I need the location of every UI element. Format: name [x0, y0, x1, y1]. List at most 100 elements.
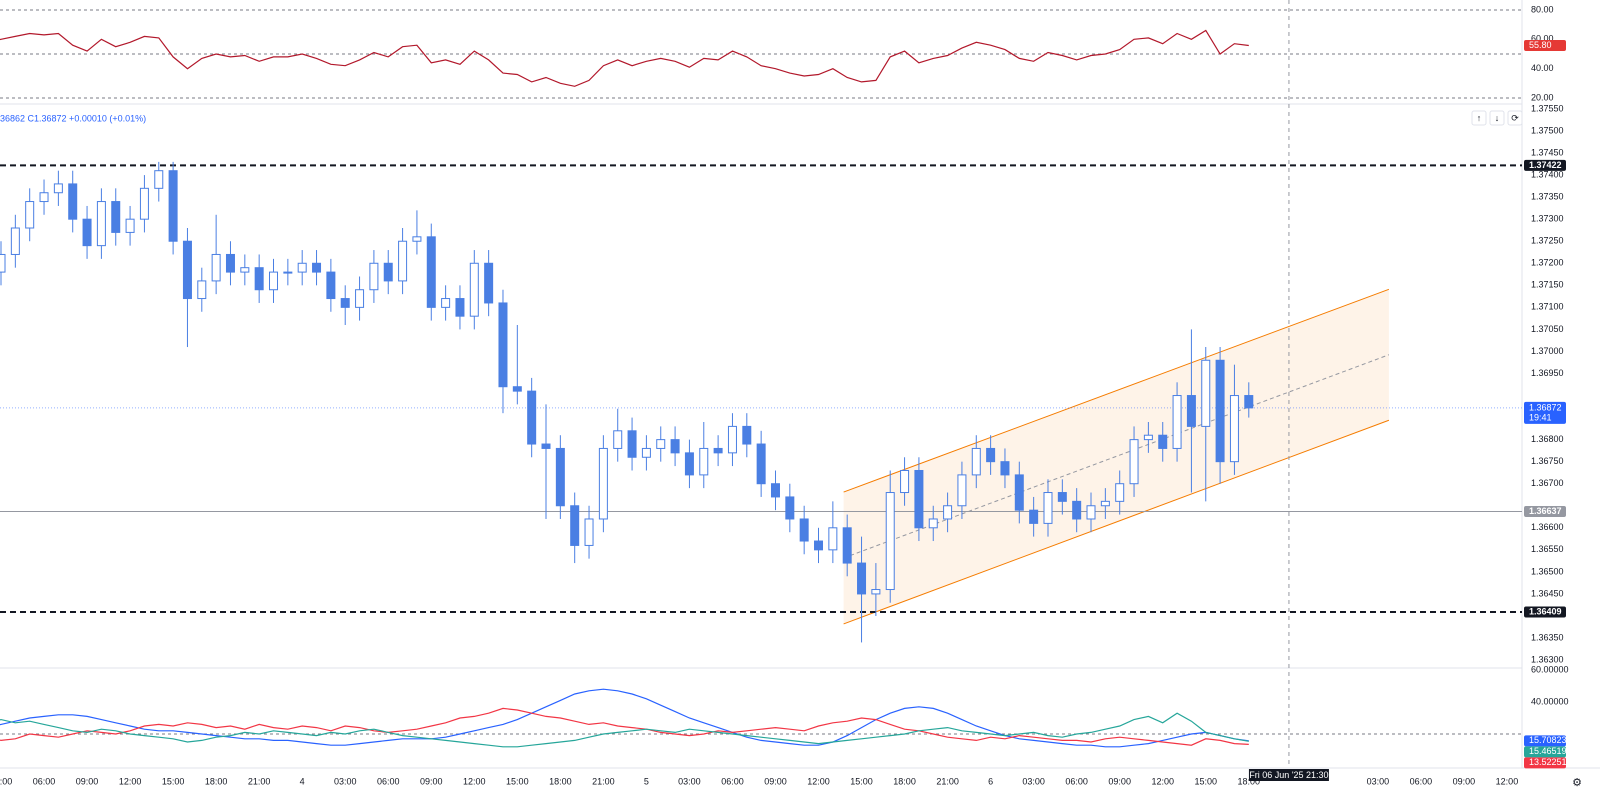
- button[interactable]: [1471, 110, 1487, 126]
- price-label: 13.52251: [1529, 757, 1567, 767]
- candle-body: [1043, 492, 1053, 524]
- x-tick-label: 06:00: [33, 776, 56, 786]
- x-tick-label: 18:00: [549, 776, 572, 786]
- candle-body: [1143, 434, 1153, 441]
- candle-body: [957, 474, 967, 507]
- candle-body: [197, 280, 207, 300]
- candle-body: [986, 447, 996, 463]
- y-tick-label: 1.36450: [1531, 588, 1564, 598]
- x-tick-label: 4: [300, 776, 305, 786]
- y-tick-label: 1.36800: [1531, 434, 1564, 444]
- y-tick-label: 1.37050: [1531, 324, 1564, 334]
- candle-body: [182, 240, 192, 300]
- candle-body: [10, 227, 20, 255]
- candle-body: [1072, 500, 1082, 520]
- x-tick-label: 03:00: [334, 776, 357, 786]
- candle-body: [512, 386, 522, 392]
- x-tick-label: 03:00: [1022, 776, 1045, 786]
- candle-body: [742, 425, 752, 445]
- candle-body: [1215, 359, 1225, 463]
- y-tick-label: 1.37200: [1531, 258, 1564, 268]
- candle-body: [1057, 492, 1067, 502]
- x-tick-label: 06:00: [377, 776, 400, 786]
- candle-body: [1172, 395, 1182, 449]
- candle-body: [240, 267, 250, 273]
- candle-body: [656, 439, 666, 449]
- level-label: 1.36409: [1529, 606, 1562, 616]
- y-tick-label: 80.00: [1531, 4, 1554, 14]
- candle-body: [598, 447, 608, 520]
- channel-line: [843, 288, 1390, 493]
- candle-body: [312, 262, 322, 273]
- price-label-box: [1524, 757, 1566, 769]
- level-label-box: [1524, 505, 1566, 517]
- candle-body: [297, 262, 307, 273]
- candle-body: [1115, 483, 1125, 502]
- candle-body: [541, 443, 551, 449]
- candle-body: [928, 518, 938, 529]
- x-tick-label: 06:00: [721, 776, 744, 786]
- button-label[interactable]: ↑: [1477, 113, 1482, 123]
- candle-body: [111, 201, 121, 233]
- candle-body: [1201, 359, 1211, 427]
- candle-body: [125, 218, 135, 233]
- crosshair-box: [1248, 769, 1329, 781]
- candle-body: [326, 271, 336, 300]
- candle-body: [1158, 434, 1168, 449]
- y-tick-label: 1.37450: [1531, 147, 1564, 157]
- x-tick-label: 12:00: [1151, 776, 1174, 786]
- y-tick-label: 1.37500: [1531, 125, 1564, 135]
- candle-body: [641, 447, 651, 458]
- candle-body: [943, 505, 953, 520]
- candle-body: [254, 267, 264, 291]
- candle-body: [96, 201, 106, 247]
- candle-body: [627, 430, 637, 458]
- candle-body: [613, 430, 623, 449]
- candle-body: [1244, 395, 1254, 409]
- x-tick-label: 18:00: [1238, 776, 1261, 786]
- candle-body: [699, 447, 709, 476]
- candle-body: [713, 447, 723, 454]
- level-label-box: [1524, 606, 1566, 618]
- candle-body: [770, 483, 780, 498]
- candle-body: [39, 192, 49, 203]
- indicator-line: [0, 29, 1249, 87]
- x-tick-label: 21:00: [248, 776, 271, 786]
- x-tick-label: 18:00: [893, 776, 916, 786]
- y-tick-label: 1.36700: [1531, 478, 1564, 488]
- y-tick-label: 20.00: [1531, 92, 1554, 102]
- y-tick-label: 1.37000: [1531, 346, 1564, 356]
- y-tick-label: 40.00: [1531, 63, 1554, 73]
- candle-body: [670, 439, 680, 454]
- legend: 36862 C1.36872 +0.00010 (+0.01%): [0, 113, 146, 123]
- button[interactable]: [1489, 110, 1505, 126]
- candle-body: [340, 298, 350, 308]
- x-tick-label: 03:00: [678, 776, 701, 786]
- button[interactable]: [1507, 110, 1523, 126]
- x-tick-label: 12:00: [463, 776, 486, 786]
- y-tick-label: 40.00000: [1531, 696, 1569, 706]
- candle-body: [469, 262, 479, 317]
- y-tick-label: 1.37250: [1531, 236, 1564, 246]
- candle-body: [799, 518, 809, 542]
- settings-icon[interactable]: ⚙: [1572, 777, 1582, 789]
- last-price-label: 1.36872: [1529, 402, 1562, 412]
- y-tick-label: 60.00000: [1531, 664, 1569, 674]
- button-label[interactable]: ⟳: [1511, 113, 1519, 123]
- button-label[interactable]: ↓: [1495, 113, 1500, 123]
- candle-body: [369, 262, 379, 291]
- x-tick-label: 6: [988, 776, 993, 786]
- x-tick-label: 15:00: [162, 776, 185, 786]
- candle-body: [871, 589, 881, 595]
- candle-body: [139, 187, 149, 220]
- candle-body: [53, 183, 63, 194]
- price-label: 15.70823: [1529, 735, 1567, 745]
- indicator-line: [0, 688, 1249, 748]
- candle-body: [885, 492, 895, 591]
- toolbar: ↑ ↓ ⟳: [1471, 110, 1523, 126]
- y-tick-label: 1.37350: [1531, 192, 1564, 202]
- x-tick-label: 12:00: [1496, 776, 1519, 786]
- candle-body: [154, 170, 164, 189]
